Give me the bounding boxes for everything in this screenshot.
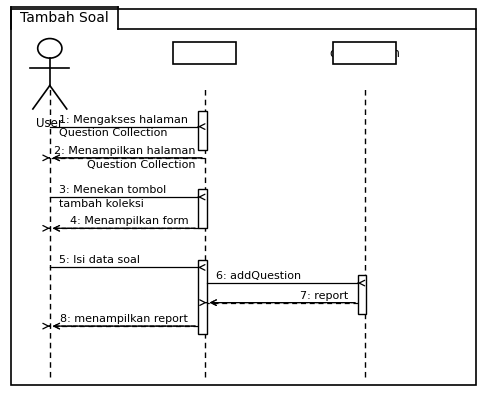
- Text: 4: Menampilkan form: 4: Menampilkan form: [70, 216, 188, 226]
- Text: Question: Question: [178, 47, 231, 60]
- Text: 5: Isi data soal: 5: Isi data soal: [59, 255, 140, 266]
- Text: 2: Menampilkan halaman: 2: Menampilkan halaman: [54, 146, 195, 156]
- Bar: [198, 189, 206, 228]
- Text: 3: Menekan tombol: 3: Menekan tombol: [59, 185, 167, 195]
- Text: 1: Mengakses halaman: 1: Mengakses halaman: [59, 115, 188, 125]
- Bar: [198, 111, 206, 150]
- Bar: [333, 43, 396, 64]
- Text: 8: menampilkan report: 8: menampilkan report: [60, 314, 188, 324]
- Text: db question: db question: [330, 47, 399, 60]
- Text: Question Collection: Question Collection: [59, 128, 168, 138]
- Text: tambah koleksi: tambah koleksi: [59, 199, 144, 209]
- Text: Question Collection: Question Collection: [87, 160, 195, 169]
- Text: 7: report: 7: report: [300, 291, 348, 301]
- Bar: [173, 43, 236, 64]
- Bar: [358, 275, 367, 314]
- Text: User: User: [37, 117, 63, 130]
- Text: 6: addQuestion: 6: addQuestion: [216, 271, 301, 281]
- Bar: [198, 260, 206, 334]
- Text: Tambah Soal: Tambah Soal: [20, 11, 109, 25]
